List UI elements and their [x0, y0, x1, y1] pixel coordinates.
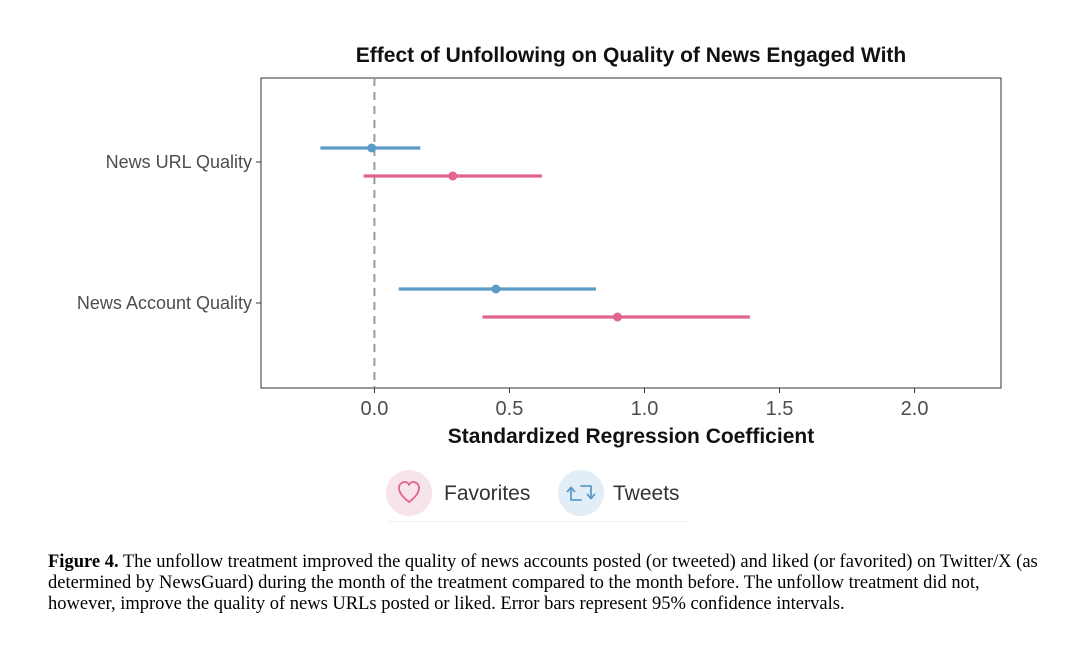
point-favorites-1 — [612, 312, 622, 322]
chart-title: Effect of Unfollowing on Quality of News… — [356, 44, 906, 67]
legend-item-tweets: Tweets — [558, 470, 680, 516]
heart-icon — [398, 481, 420, 503]
legend-favorites-label: Favorites — [444, 482, 530, 505]
legend-favorites-badge — [386, 470, 432, 516]
plot-panel-border — [260, 77, 1002, 389]
caption-text: The unfollow treatment improved the qual… — [48, 552, 1038, 614]
point-tweets-1 — [491, 284, 501, 294]
point-favorites-0 — [448, 171, 458, 181]
point-tweets-0 — [367, 143, 377, 153]
x-tick-label-0: 0.0 — [361, 398, 389, 420]
caption-label: Figure 4. — [48, 552, 119, 572]
x-tick-label-1: 0.5 — [496, 398, 524, 420]
legend: Favorites Tweets — [386, 470, 688, 522]
plot-layer — [320, 78, 750, 388]
legend-item-favorites: Favorites — [386, 470, 530, 516]
retweet-icon — [566, 485, 596, 501]
legend-divider — [388, 521, 688, 522]
coefficient-plot: Effect of Unfollowing on Quality of News… — [77, 44, 1002, 522]
axis-layer: News URL Quality News Account Quality 0.0 0… — [77, 152, 929, 420]
x-axis-label: Standardized Regression Coefficient — [448, 425, 814, 448]
x-tick-label-4: 2.0 — [901, 398, 929, 420]
x-tick-label-3: 1.5 — [766, 398, 794, 420]
legend-tweets-label: Tweets — [613, 482, 680, 505]
x-tick-label-2: 1.0 — [631, 398, 659, 420]
figure-caption: Figure 4. The unfollow treatment improve… — [48, 552, 1048, 615]
y-tick-label-1: News Account Quality — [77, 293, 252, 313]
legend-tweets-badge — [558, 470, 604, 516]
y-tick-label-0: News URL Quality — [106, 152, 252, 172]
